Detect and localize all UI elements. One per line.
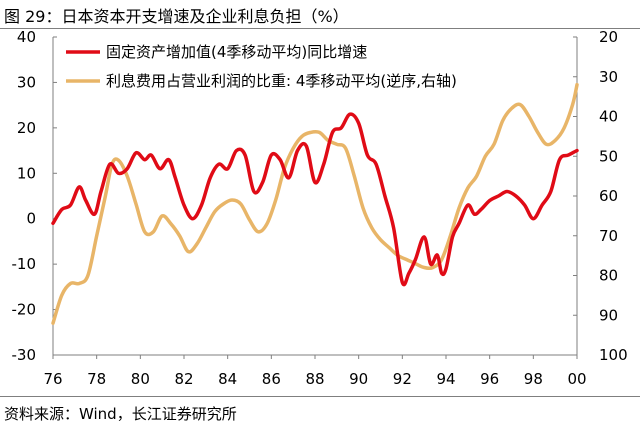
left-tick-label: 20 (17, 119, 36, 137)
chart-series (51, 82, 579, 325)
chart-title: 图 29：日本资本开支增速及企业利息负担（%） (4, 7, 349, 26)
x-tick-label: 92 (393, 370, 412, 388)
left-tick-label: -30 (12, 346, 37, 364)
right-tick-label: 20 (599, 28, 618, 46)
left-tick-label: -20 (12, 301, 37, 319)
interest-burden-line (51, 82, 579, 325)
right-tick-label: 100 (599, 346, 628, 364)
x-tick-label: 96 (480, 370, 499, 388)
x-tick-label: 76 (43, 370, 62, 388)
left-tick-label: 0 (26, 210, 36, 228)
x-tick-label: 78 (87, 370, 106, 388)
legend-label: 固定资产增加值(4季移动平均)同比增速 (106, 43, 367, 61)
x-tick-label: 82 (174, 370, 193, 388)
x-tick-label: 94 (436, 370, 455, 388)
source-note: 资料来源：Wind，长江证券研究所 (4, 405, 237, 423)
right-tick-label: 50 (599, 147, 618, 165)
left-tick-label: 30 (17, 73, 36, 91)
x-tick-label: 84 (218, 370, 237, 388)
x-tick-label: 80 (131, 370, 150, 388)
left-tick-label: 40 (17, 28, 36, 46)
right-tick-label: 30 (599, 68, 618, 86)
source-divider (0, 396, 640, 397)
x-tick-label: 90 (349, 370, 368, 388)
capex-growth-line (51, 112, 579, 287)
right-tick-label: 90 (599, 306, 618, 324)
right-tick-label: 70 (599, 227, 618, 245)
left-tick-label: -10 (12, 255, 37, 273)
title-divider (0, 28, 640, 29)
right-tick-label: 40 (599, 108, 618, 126)
x-tick-label: 00 (567, 370, 586, 388)
x-tick-label: 86 (262, 370, 281, 388)
x-tick-label: 88 (305, 370, 324, 388)
right-tick-label: 60 (599, 187, 618, 205)
right-tick-label: 80 (599, 267, 618, 285)
left-tick-label: 10 (17, 164, 36, 182)
x-tick-label: 98 (524, 370, 543, 388)
legend-label: 利息费用占营业利润的比重: 4季移动平均(逆序,右轴) (106, 72, 457, 90)
